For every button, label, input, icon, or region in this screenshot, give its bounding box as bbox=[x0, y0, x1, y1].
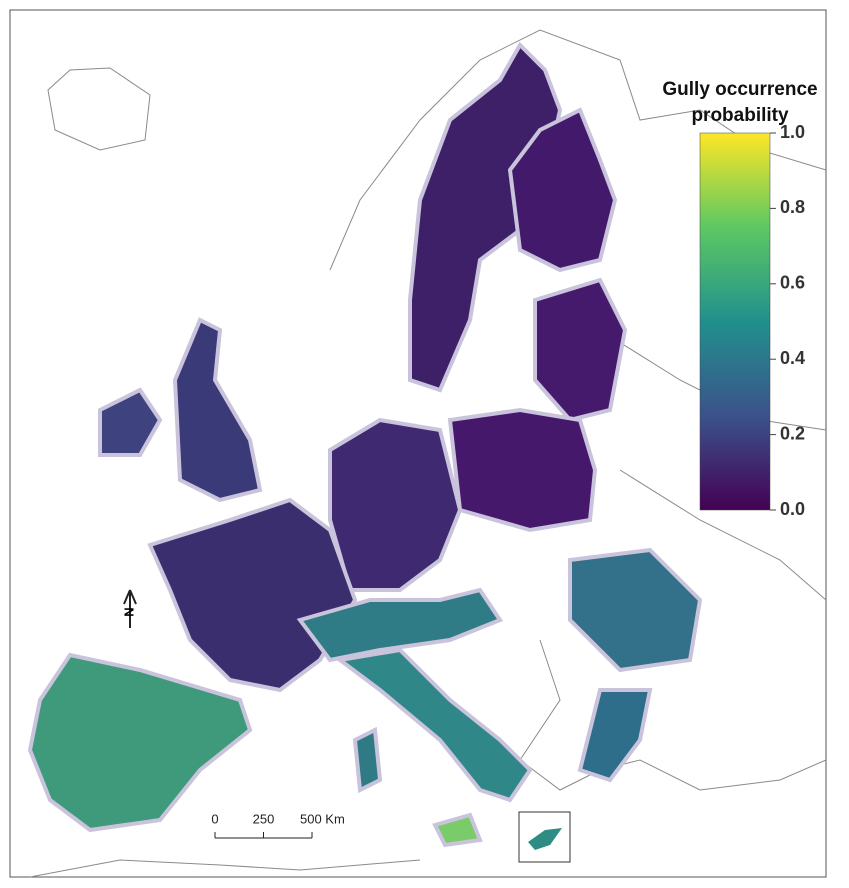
legend-title: probability bbox=[691, 105, 789, 126]
scale-label: 0 bbox=[211, 811, 218, 826]
legend-tick-label: 0.4 bbox=[780, 348, 805, 368]
north-arrow: N bbox=[121, 589, 137, 628]
legend-tick-label: 0.0 bbox=[780, 499, 805, 519]
legend-tick-label: 0.2 bbox=[780, 423, 805, 443]
color-bar bbox=[699, 132, 771, 511]
legend: Gully occurrence probability 0.0 0.2 0.4 0.6 0… bbox=[662, 79, 817, 519]
legend-tick-label: 0.8 bbox=[780, 197, 805, 217]
eu-regions bbox=[27, 41, 703, 848]
inset-box bbox=[518, 811, 571, 863]
scale-bar: 0 250 500 Km bbox=[211, 811, 345, 839]
north-arrow-shape bbox=[123, 589, 137, 628]
legend-tick-label: 0.6 bbox=[780, 273, 805, 293]
scale-label: 250 bbox=[253, 811, 275, 826]
legend-title: Gully occurrence bbox=[662, 79, 817, 100]
legend-tick-label: 1.0 bbox=[780, 122, 805, 142]
north-label: N bbox=[121, 607, 136, 616]
cyprus-inset bbox=[528, 828, 562, 850]
scale-label: 500 Km bbox=[300, 811, 345, 826]
